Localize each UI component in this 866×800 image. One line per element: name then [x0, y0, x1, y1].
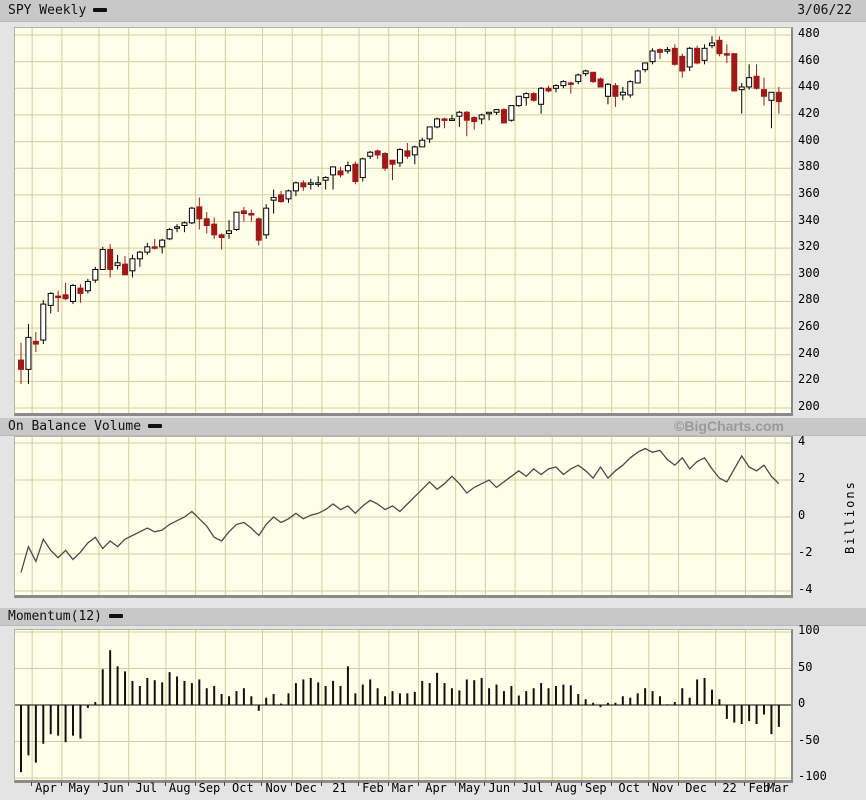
momentum-title: Momentum(12) — [8, 609, 123, 624]
x-axis-tick — [610, 782, 612, 786]
bigcharts-watermark: ©BigCharts.com — [674, 418, 784, 434]
x-axis-tick — [31, 782, 33, 786]
obv-legend-dash-icon — [148, 424, 163, 428]
chart-date: 3/06/22 — [797, 3, 852, 18]
x-axis-tick — [60, 782, 62, 786]
obv-panel — [14, 436, 793, 598]
momentum-axis-tick: 50 — [798, 659, 813, 674]
obv-axis-tick: 2 — [798, 471, 806, 485]
chart-title: SPY Weekly — [8, 3, 108, 18]
x-axis-tick — [417, 782, 419, 786]
price-axis-tick: 300 — [798, 265, 820, 280]
obv-line-chart — [15, 437, 791, 595]
x-axis-month-label: Mar — [767, 781, 789, 795]
price-axis-tick: 400 — [798, 132, 820, 147]
price-axis-tick: 280 — [798, 292, 820, 307]
obv-axis-tick: 4 — [798, 434, 806, 448]
x-axis-month-label: Apr — [35, 781, 57, 795]
x-axis-month-label: Aug — [168, 781, 191, 795]
x-axis-month-label: Sep — [198, 781, 221, 795]
price-axis-tick: 420 — [798, 105, 820, 120]
momentum-bar-chart — [15, 630, 791, 780]
x-axis-tick — [127, 782, 129, 786]
price-axis-tick: 200 — [798, 399, 820, 413]
obv-title: On Balance Volume — [8, 419, 163, 434]
x-axis-month-label: Nov — [265, 781, 288, 795]
x-axis-tick — [551, 782, 553, 786]
x-axis-month-label: Jun — [488, 781, 511, 795]
obv-axis-tick: 0 — [798, 508, 806, 522]
x-axis-month-label: Feb — [748, 781, 771, 795]
x-axis-month-label: May — [68, 781, 91, 795]
price-legend-dash-icon — [93, 8, 108, 12]
obv-axis-tick: -2 — [798, 545, 813, 559]
x-axis-month-label: Apr — [425, 781, 447, 795]
x-axis-tick — [677, 782, 679, 786]
momentum-axis-tick: 100 — [798, 623, 820, 637]
obv-header-bar: On Balance Volume ©BigCharts.com — [0, 418, 866, 436]
x-axis-tick — [744, 782, 746, 786]
price-axis-tick: 440 — [798, 79, 820, 94]
price-panel — [14, 27, 793, 416]
momentum-axis-tick: -100 — [798, 769, 827, 783]
x-axis-tick — [358, 782, 360, 786]
x-axis-tick — [647, 782, 649, 786]
x-axis-tick — [320, 782, 322, 786]
obv-unit-label: Billions — [843, 480, 857, 554]
price-axis-tick: 360 — [798, 185, 820, 200]
momentum-title-label: Momentum(12) — [8, 609, 102, 624]
obv-axis-tick: -4 — [798, 582, 813, 596]
price-axis-tick: 220 — [798, 372, 820, 387]
price-axis-tick: 460 — [798, 52, 820, 67]
x-axis-month-label: Jul — [135, 781, 158, 795]
x-axis-month-label: 21 — [332, 781, 347, 795]
momentum-axis-tick: -50 — [798, 732, 820, 747]
x-axis-tick — [580, 782, 582, 786]
x-axis-tick — [387, 782, 389, 786]
x-axis-month-label: Dec — [295, 781, 317, 795]
x-axis-month-label: Mar — [391, 781, 414, 795]
x-axis-month-label: Jun — [102, 781, 124, 795]
x-axis-month-label: Sep — [584, 781, 607, 795]
x-axis-month-label: Feb — [362, 781, 384, 795]
x-axis-month-label: Dec — [685, 781, 707, 795]
chart-title-bar: SPY Weekly 3/06/22 — [0, 0, 866, 22]
x-axis-tick — [774, 782, 776, 786]
price-axis-tick: 260 — [798, 319, 820, 334]
x-axis-tick — [454, 782, 456, 786]
momentum-panel — [14, 629, 793, 783]
x-axis-tick — [194, 782, 196, 786]
x-axis-month-label: May — [458, 781, 481, 795]
x-axis-month-label: 22 — [722, 781, 737, 795]
price-candlestick-chart — [15, 28, 791, 413]
x-axis-tick — [714, 782, 716, 786]
x-axis-month-label: Oct — [232, 781, 254, 795]
price-axis-tick: 240 — [798, 345, 820, 360]
momentum-header-bar: Momentum(12) — [0, 608, 866, 626]
x-axis-tick — [291, 782, 293, 786]
x-axis-month-label: Nov — [651, 781, 674, 795]
x-axis-month-label: Aug — [555, 781, 577, 795]
symbol-label: SPY Weekly — [8, 3, 87, 18]
obv-title-label: On Balance Volume — [8, 419, 142, 434]
x-axis-tick — [484, 782, 486, 786]
momentum-legend-dash-icon — [108, 614, 123, 618]
x-axis-tick — [224, 782, 226, 786]
price-axis-tick: 480 — [798, 26, 820, 40]
momentum-axis-tick: 0 — [798, 696, 806, 710]
price-axis-tick: 380 — [798, 159, 820, 174]
x-axis-month-label: Jul — [521, 781, 544, 795]
x-axis-month-label: Oct — [618, 781, 641, 795]
x-axis-tick — [164, 782, 166, 786]
price-axis-tick: 340 — [798, 212, 820, 227]
x-axis-tick — [261, 782, 263, 786]
price-axis-tick: 320 — [798, 239, 820, 254]
x-axis-tick — [98, 782, 99, 786]
x-axis-tick — [514, 782, 516, 786]
